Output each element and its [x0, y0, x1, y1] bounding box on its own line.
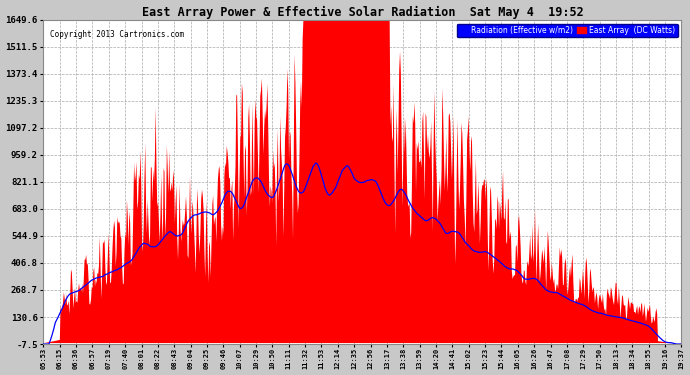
Legend: Radiation (Effective w/m2), East Array  (DC Watts): Radiation (Effective w/m2), East Array (… — [457, 24, 678, 37]
Title: East Array Power & Effective Solar Radiation  Sat May 4  19:52: East Array Power & Effective Solar Radia… — [141, 6, 583, 19]
Text: Copyright 2013 Cartronics.com: Copyright 2013 Cartronics.com — [50, 30, 184, 39]
